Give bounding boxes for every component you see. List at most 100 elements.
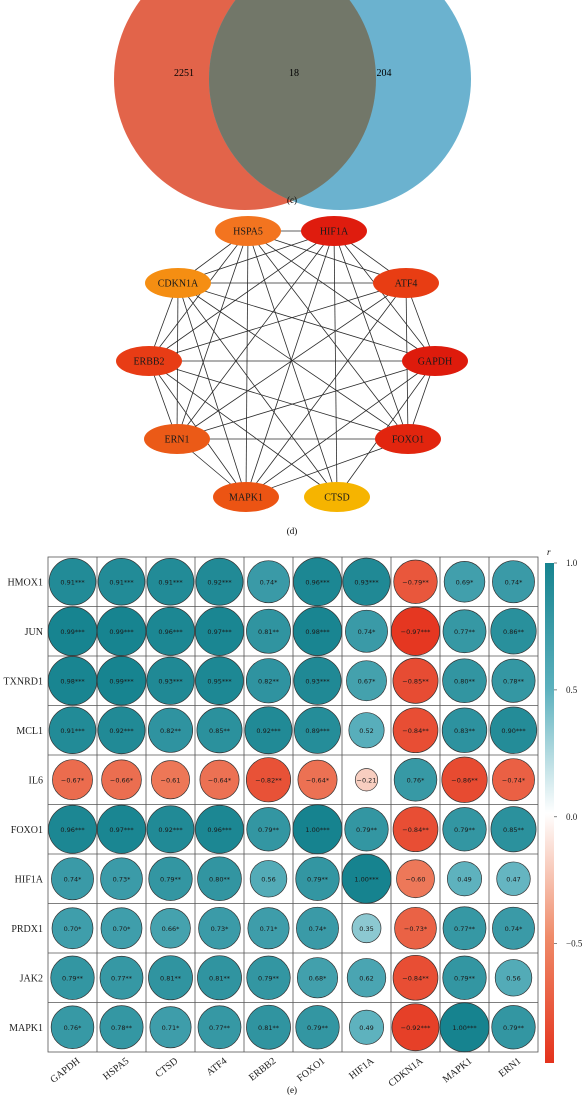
correlation-circle (295, 856, 340, 901)
correlation-circle (345, 609, 388, 653)
network-node-label: ATF4 (395, 279, 418, 290)
network-node: CTSD (304, 482, 370, 512)
correlation-circle (293, 557, 342, 607)
heatmap-cell: 0.77** (442, 609, 487, 654)
correlation-label: 0.71* (162, 1024, 180, 1032)
heatmap-cell: 0.77** (442, 906, 487, 951)
network-edge (176, 230, 249, 440)
correlation-label: 0.95*** (207, 677, 232, 685)
correlation-circle (492, 560, 535, 604)
correlation-circle (100, 907, 143, 950)
correlation-circle (442, 955, 487, 1000)
heatmap-cell: 0.74* (296, 906, 339, 950)
heatmap-cell: 0.52 (348, 712, 385, 749)
heatmap-column-label: GAPDH (48, 1056, 82, 1086)
correlation-label: 0.79** (258, 974, 280, 982)
correlation-label: 0.93*** (354, 578, 379, 586)
network-node-label: FOXO1 (392, 435, 424, 446)
correlation-label: 0.79** (454, 974, 476, 982)
correlation-circle (391, 606, 440, 656)
heatmap-cell: 0.77** (99, 955, 144, 1000)
ppi-network: HSPA5 HIF1A ATF4 GAPDH FOXO1 CTSD MAPK1 ERN1 ERB… (116, 216, 468, 536)
correlation-label: 0.49 (359, 1024, 373, 1032)
heatmap-cell: 0.47 (496, 861, 531, 896)
heatmap-cell: 0.81** (246, 1004, 291, 1050)
network-node-label: CTSD (324, 493, 350, 504)
correlation-circle (441, 707, 488, 753)
correlation-label: 0.99*** (109, 628, 134, 636)
network-nodes: HSPA5 HIF1A ATF4 GAPDH FOXO1 CTSD MAPK1 ERN1 ERB… (116, 216, 468, 512)
correlation-circle (196, 707, 243, 754)
correlation-circle (447, 861, 483, 897)
correlation-label: 0.99*** (109, 677, 134, 685)
venn-left-count: 2251 (174, 68, 194, 79)
correlation-circle (197, 1005, 242, 1050)
correlation-label: 0.67* (358, 677, 376, 685)
heatmap-cell: 0.85** (196, 707, 243, 754)
correlation-circle (147, 707, 194, 753)
heatmap-cell: 0.79** (246, 955, 291, 1000)
network-edge (333, 230, 436, 362)
heatmap-cell: 0.91*** (48, 558, 97, 606)
correlation-circle (245, 658, 292, 704)
correlation-label: 0.89*** (305, 727, 330, 735)
correlation-label: 0.93*** (305, 677, 330, 685)
venn-overlap-count: 18 (289, 68, 299, 79)
correlation-circle (391, 1003, 440, 1052)
correlation-label: 0.91*** (109, 578, 134, 586)
correlation-circle (195, 804, 244, 854)
correlation-circle (292, 606, 343, 656)
network-edge (333, 230, 409, 440)
correlation-circle (348, 712, 385, 749)
heatmap-cell: −0.92*** (391, 1003, 440, 1052)
correlation-label: 0.93*** (158, 677, 183, 685)
correlation-circle (146, 558, 195, 606)
network-edge (148, 230, 335, 362)
heatmap-column-label: MAPK1 (441, 1056, 474, 1086)
correlation-label: −0.64* (208, 776, 232, 784)
correlation-label: 0.76* (64, 1024, 82, 1032)
heatmap-cell: 0.93*** (342, 557, 391, 606)
heatmap-cell: 0.71* (247, 907, 290, 950)
correlation-label: 0.80** (454, 677, 476, 685)
correlation-circle (195, 557, 244, 606)
correlation-label: 0.99*** (60, 628, 85, 636)
heatmap-grid (47, 556, 539, 1053)
correlation-label: −0.84** (402, 974, 429, 982)
heatmap-cell: 0.82** (147, 707, 194, 753)
correlation-label: 0.92*** (109, 727, 134, 735)
heatmap-cell: 0.62 (346, 958, 387, 998)
correlation-label: 0.98*** (305, 628, 330, 636)
heatmap-cell: 0.74* (247, 560, 290, 604)
heatmap-cell: 0.79** (246, 807, 291, 852)
heatmap-cell: 0.79** (148, 856, 193, 901)
correlation-label: 0.79** (503, 1024, 525, 1032)
network-node-label: HSPA5 (233, 227, 263, 238)
correlation-circle (245, 757, 292, 803)
correlation-circle (97, 706, 146, 755)
correlation-circle (151, 760, 190, 800)
heatmap-cell: −0.84** (392, 954, 439, 1001)
correlation-circle (99, 1005, 144, 1050)
correlation-circle (48, 706, 97, 754)
correlation-circle (489, 706, 538, 754)
heatmap-cell: 0.80** (197, 856, 242, 902)
heatmap-cell: −0.84** (392, 707, 439, 754)
heatmap-cell: 0.83** (441, 707, 488, 753)
correlation-label: −0.60 (406, 875, 426, 883)
heatmap-cell: 0.95*** (195, 656, 244, 705)
correlation-label: 0.77** (454, 628, 476, 636)
heatmap-cell: 0.74* (492, 906, 535, 950)
correlation-label: 0.78** (111, 1024, 133, 1032)
network-edge (148, 360, 409, 440)
heatmap-cell: 0.79** (295, 1005, 340, 1050)
correlation-circle (96, 656, 147, 706)
heatmap-cell: −0.61 (151, 760, 190, 800)
heatmap-column-label: ERN1 (497, 1056, 523, 1080)
correlation-label: 0.74* (260, 578, 278, 586)
heatmap-cell: 0.77** (197, 1005, 242, 1050)
heatmap-cell: 0.92*** (195, 557, 244, 606)
correlation-circle (442, 906, 487, 951)
correlation-label: 0.62 (359, 974, 373, 982)
correlation-circle (392, 707, 439, 754)
